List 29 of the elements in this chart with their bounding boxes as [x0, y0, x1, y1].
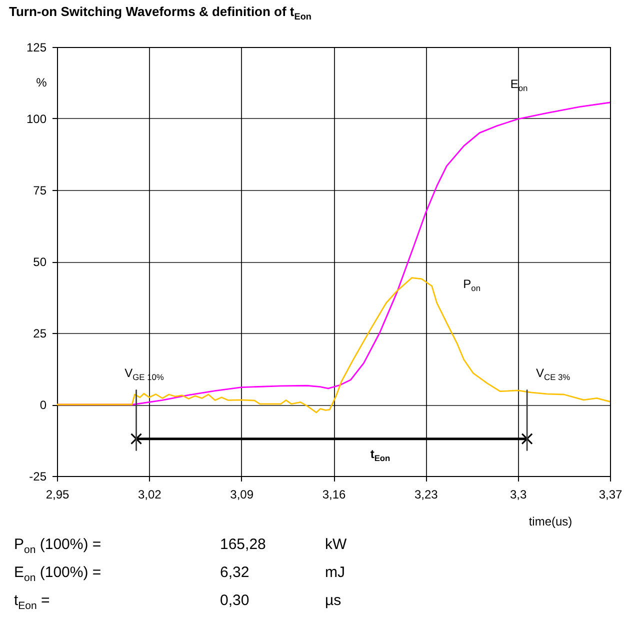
- x-tick-label: 3,23: [414, 488, 438, 502]
- x-tick-label: 3,3: [510, 488, 527, 502]
- text: kW: [325, 536, 347, 553]
- text: P$_{on}$ (100%) =: [14, 536, 102, 556]
- y-tick-label: 0: [40, 398, 47, 412]
- series-label: V$_{CE 3%}$: [536, 366, 570, 382]
- y-tick-label: 75: [33, 184, 47, 198]
- text: µs: [325, 592, 342, 609]
- x-tick-label: 3,16: [322, 488, 346, 502]
- x-tick-label: 3,37: [598, 488, 622, 502]
- text: 165,28: [220, 536, 266, 553]
- text: t$_{Eon}$ =: [14, 592, 50, 612]
- x-tick-label: 2,95: [46, 488, 70, 502]
- chart-title: Turn-on Switching Waveforms & definition of t$_{Eon}$: [9, 4, 312, 22]
- series-label: t$_{Eon}$: [370, 446, 390, 464]
- y-tick-label: 25: [33, 326, 47, 340]
- x-tick-label: 3,09: [230, 488, 254, 502]
- text: 0,30: [220, 592, 250, 609]
- y-tick-label: 125: [26, 40, 47, 54]
- text: E$_{on}$ (100%) =: [14, 564, 102, 584]
- y-tick-label: 50: [33, 255, 47, 269]
- y-tick-label: 100: [26, 112, 47, 126]
- text: P$_{on}$: [463, 276, 480, 293]
- x-tick-label: 3,02: [138, 488, 162, 502]
- text: mJ: [325, 564, 345, 581]
- y-axis-title: %: [36, 76, 48, 90]
- y-tick-label: -25: [29, 470, 47, 484]
- text: 6,32: [220, 564, 250, 581]
- x-axis-title: time(us): [528, 514, 572, 528]
